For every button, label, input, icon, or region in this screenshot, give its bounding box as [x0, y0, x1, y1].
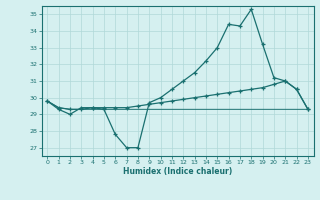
X-axis label: Humidex (Indice chaleur): Humidex (Indice chaleur) — [123, 167, 232, 176]
